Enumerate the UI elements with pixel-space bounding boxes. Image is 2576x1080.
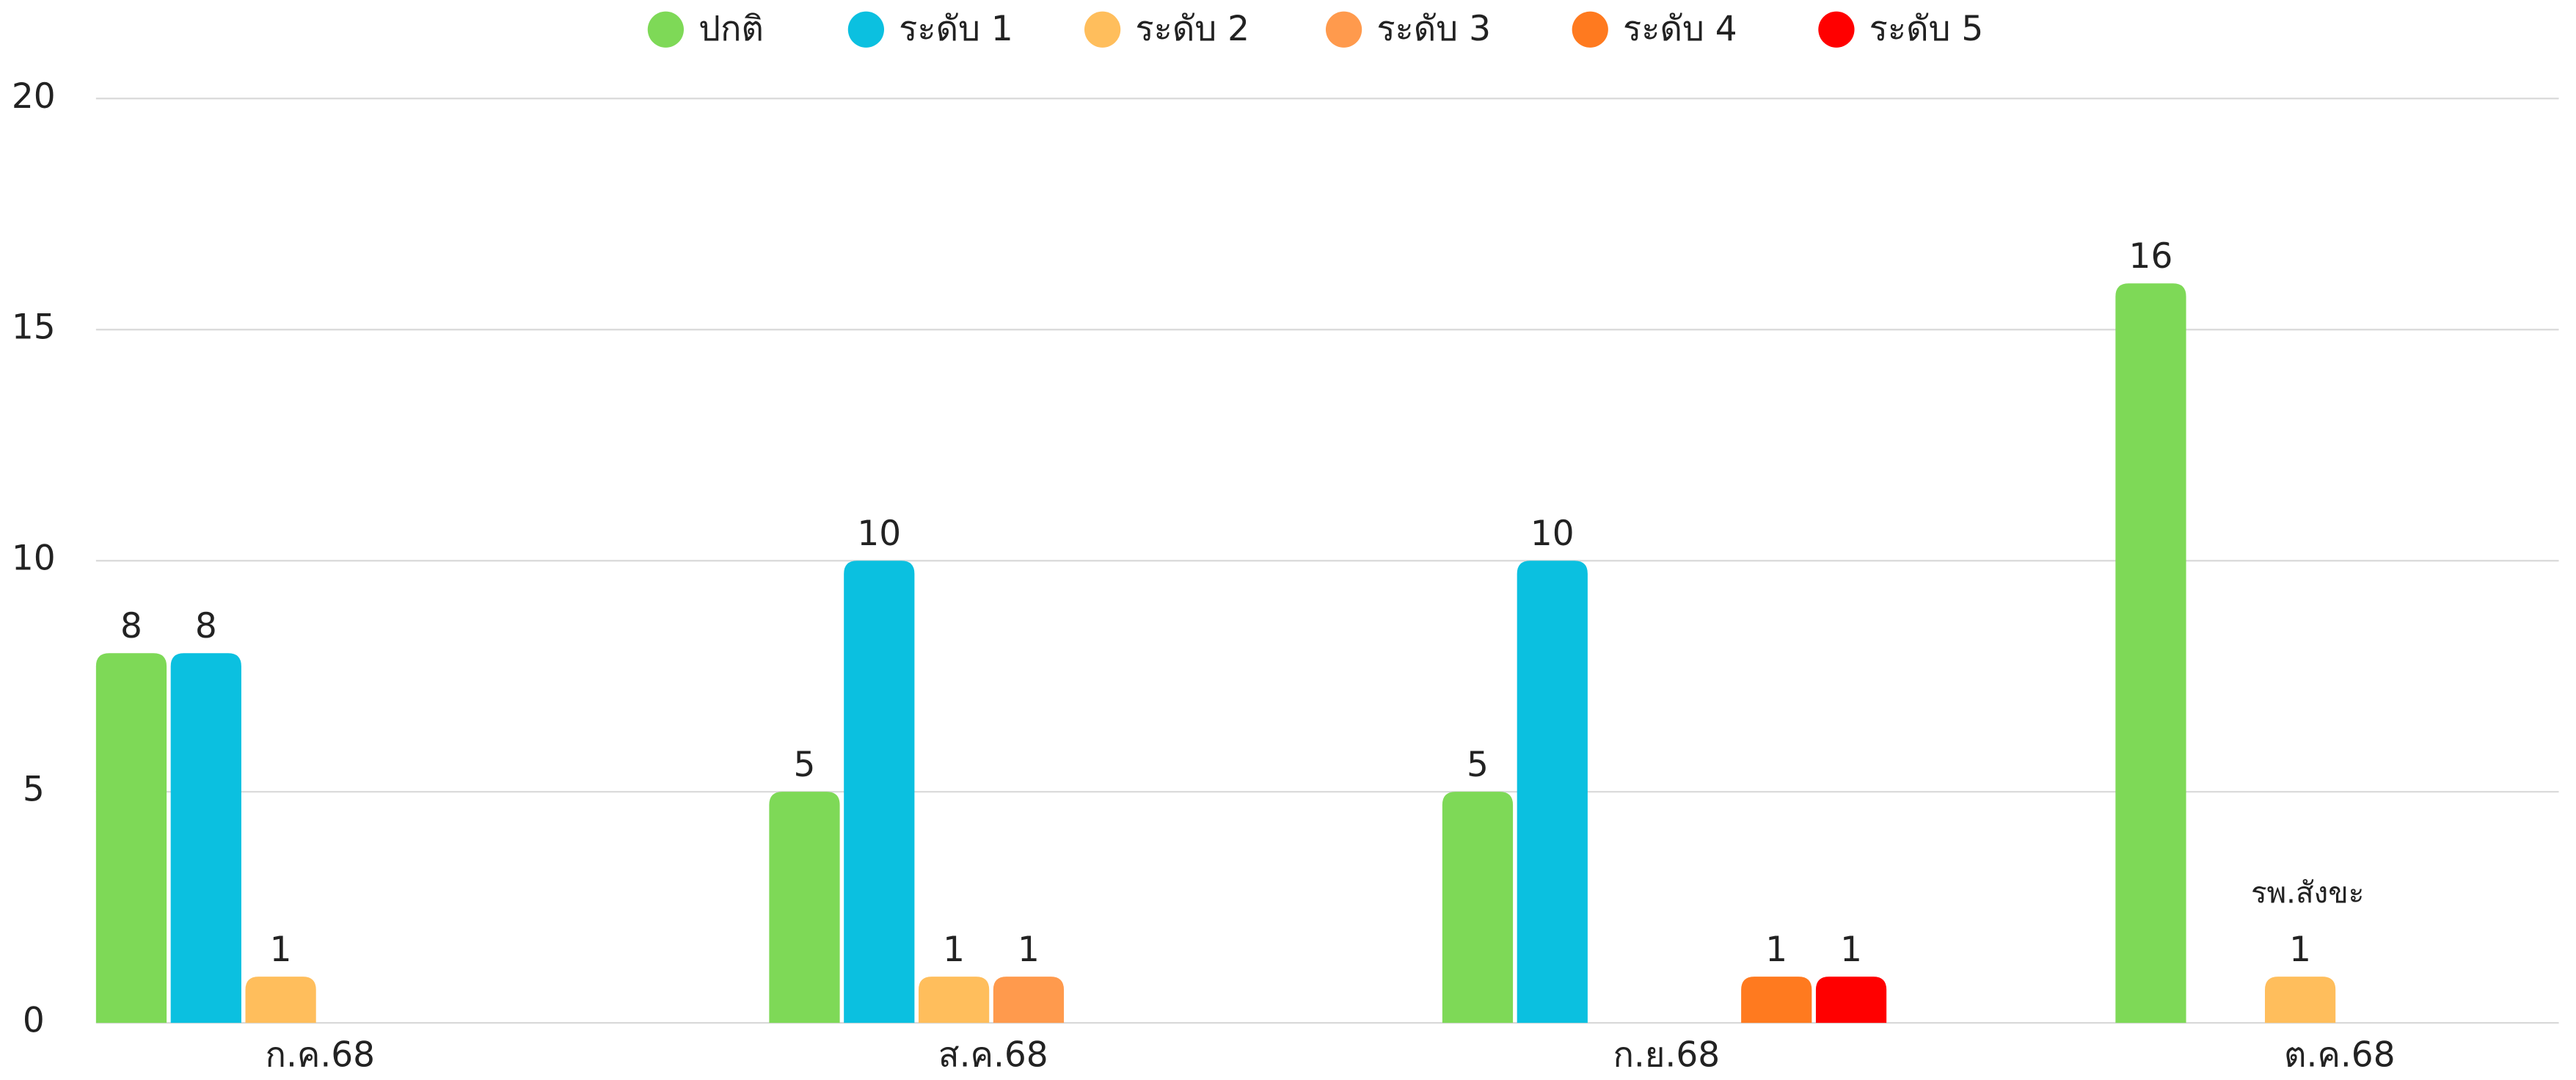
legend-swatch [1572, 11, 1608, 48]
legend-swatch [1818, 11, 1855, 48]
data-label: 1 [1840, 930, 1862, 970]
legend-label: ปกติ [698, 9, 764, 49]
bar [1815, 977, 1887, 1024]
annotation: รพ.สังขะ [2251, 877, 2364, 911]
y-tick-label: 0 [23, 1001, 45, 1041]
bar [95, 653, 167, 1024]
bar [1517, 561, 1588, 1024]
bar [918, 977, 990, 1024]
data-label: 1 [1018, 930, 1040, 970]
bar [769, 792, 840, 1024]
legend-label: ระดับ 3 [1376, 9, 1491, 49]
y-tick-label: 10 [12, 539, 56, 579]
bar [1741, 977, 1812, 1024]
y-tick-label: 15 [12, 307, 56, 348]
x-tick-label: ต.ค.68 [2284, 1035, 2396, 1076]
data-label: 16 [2129, 236, 2173, 277]
bar [2115, 283, 2186, 1024]
legend-swatch [647, 11, 684, 48]
bar [993, 977, 1065, 1024]
legend-label: ระดับ 4 [1623, 9, 1737, 49]
data-label: 1 [2289, 930, 2311, 970]
legend-label: ระดับ 2 [1135, 9, 1249, 49]
legend-swatch [847, 11, 884, 48]
data-label: 5 [794, 745, 816, 785]
bar [2264, 977, 2336, 1024]
data-label: 1 [1765, 930, 1787, 970]
data-label: 8 [120, 606, 142, 646]
legend-label: ระดับ 5 [1869, 9, 1984, 49]
x-tick-label: ก.ย.68 [1613, 1035, 1720, 1076]
legend-label: ระดับ 1 [899, 9, 1013, 49]
legend-swatch [1084, 11, 1121, 48]
bar [245, 977, 316, 1024]
bar [170, 653, 241, 1024]
data-label: 10 [857, 514, 901, 554]
bar [844, 561, 915, 1024]
x-tick-label: ก.ค.68 [266, 1035, 376, 1076]
data-label: 10 [1530, 514, 1575, 554]
x-tick-label: ส.ค.68 [938, 1035, 1048, 1076]
bar [1442, 792, 1514, 1024]
data-label: 8 [195, 606, 217, 646]
y-tick-label: 20 [12, 76, 56, 117]
data-label: 1 [270, 930, 292, 970]
legend-swatch [1325, 11, 1362, 48]
data-label: 5 [1467, 745, 1489, 785]
y-tick-label: 5 [23, 770, 45, 810]
data-label: 1 [943, 930, 965, 970]
